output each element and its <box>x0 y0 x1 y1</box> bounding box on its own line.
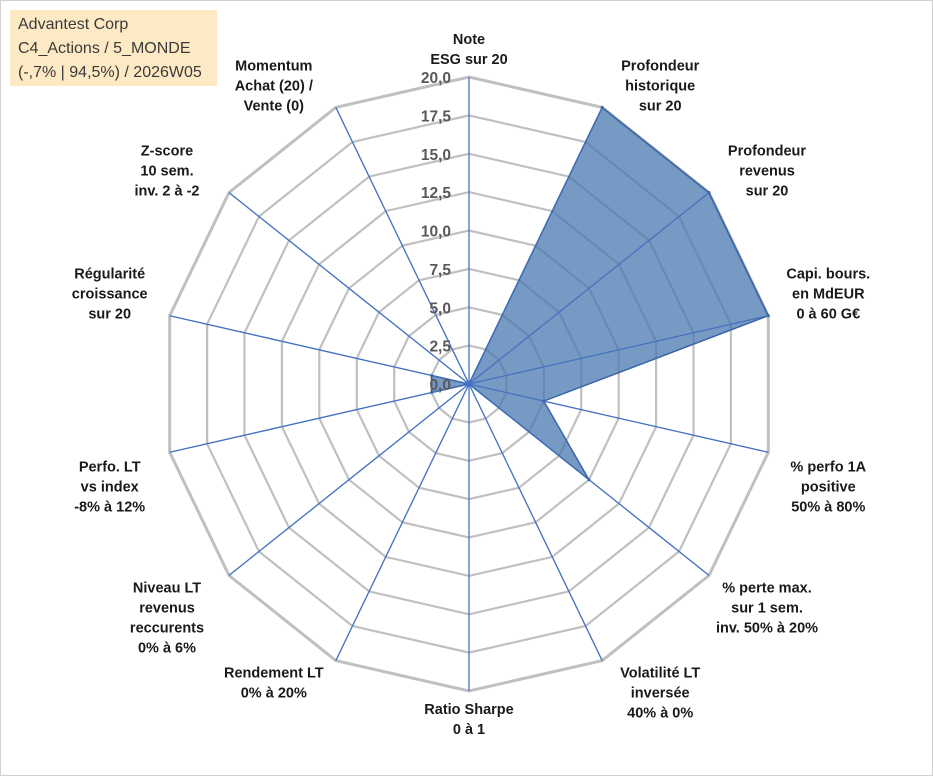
tick-label: 5,0 <box>429 300 451 317</box>
axis-label-line: 0 à 60 G€ <box>796 307 860 323</box>
axis-label: % perfo 1A positive 50% à 80% <box>790 459 866 515</box>
axis-label: Momentum Achat (20) / Vente (0) <box>235 58 313 114</box>
axis-label-line: inversée <box>631 686 690 702</box>
axis-spoke-overlay <box>228 192 470 385</box>
title-company: Advantest Corp <box>18 16 129 33</box>
tick-label: 12,5 <box>421 185 452 202</box>
axis-label-line: Ratio Sharpe <box>424 702 513 718</box>
axis-label-line: 50% à 80% <box>791 499 865 515</box>
axis-label-line: revenus <box>739 164 795 180</box>
axis-label-line: reccurents <box>130 620 204 636</box>
axis-label: Capi. bours. en MdEUR 0 à 60 G€ <box>786 267 870 323</box>
axis-spoke-overlay <box>468 383 769 453</box>
axis-label-line: 40% à 0% <box>627 706 693 722</box>
axis-label-line: Capi. bours. <box>786 267 870 283</box>
title-stats: (-,7% | 94,5%) / 2026W05 <box>18 64 202 81</box>
axis-label-line: Vente (0) <box>244 98 305 114</box>
axis-spoke-overlay <box>468 383 710 576</box>
axis-label: % perte max. sur 1 sem. inv. 50% à 20% <box>716 580 818 636</box>
axis-label: Profondeur historique sur 20 <box>621 58 699 114</box>
axis-spoke-overlay <box>228 383 470 576</box>
axis-spoke-overlay <box>468 107 603 385</box>
axis-label-line: % perte max. <box>722 580 811 596</box>
axis-label-line: Z-score <box>141 144 193 160</box>
axis-label-line: croissance <box>72 287 148 303</box>
tick-label: 10,0 <box>421 224 451 241</box>
axis-label-line: Achat (20) / <box>235 78 313 94</box>
axis-label-line: en MdEUR <box>792 287 865 303</box>
axis-label-line: Profondeur <box>621 58 699 74</box>
axis-label-line: sur 20 <box>746 184 789 200</box>
axis-label: Ratio Sharpe 0 à 1 <box>424 702 513 738</box>
axis-label-line: Rendement LT <box>224 666 324 682</box>
axis-spoke-overlay <box>468 383 603 661</box>
axis-spoke-overlay <box>335 107 470 385</box>
axis-label-line: historique <box>625 78 695 94</box>
series-area <box>430 106 770 481</box>
axis-label-line: inv. 50% à 20% <box>716 620 818 636</box>
axis-label-line: Régularité <box>74 267 145 283</box>
axis-label-line: revenus <box>139 600 195 616</box>
axis-label: Profondeur revenus sur 20 <box>728 144 806 200</box>
tick-label: 2,5 <box>429 339 451 356</box>
tick-label: 15,0 <box>421 147 451 164</box>
axis-label-line: 10 sem. <box>140 164 193 180</box>
axis-label-line: Profondeur <box>728 144 806 160</box>
axis-label-line: positive <box>801 479 856 495</box>
axis-label-line: sur 20 <box>639 98 682 114</box>
axis-label: Niveau LT revenus reccurents 0% à 6% <box>130 580 204 656</box>
axis-label: Z-score 10 sem. inv. 2 à -2 <box>134 144 199 200</box>
axis-label-line: 0% à 20% <box>241 686 307 702</box>
tick-label: 20,0 <box>421 70 451 87</box>
axis-label-line: sur 20 <box>88 307 131 323</box>
axis-spoke-overlay <box>335 383 470 661</box>
axis-label: Rendement LT 0% à 20% <box>224 666 324 702</box>
axis-label-line: vs index <box>81 479 139 495</box>
axis-label-line: -8% à 12% <box>74 499 145 515</box>
tick-label: 0,0 <box>429 377 451 394</box>
chart-title-box: Advantest Corp C4_Actions / 5_MONDE (-,7… <box>10 10 217 86</box>
axis-label: Régularité croissance sur 20 <box>72 267 148 323</box>
axis-label: Note ESG sur 20 <box>430 32 507 68</box>
axis-label-line: ESG sur 20 <box>430 52 507 68</box>
title-category: C4_Actions / 5_MONDE <box>18 40 191 57</box>
axis-label-line: % perfo 1A <box>790 459 866 475</box>
axis-label: Volatilité LT inversée 40% à 0% <box>620 666 700 722</box>
axis-label-line: inv. 2 à -2 <box>134 184 199 200</box>
axis-label-line: sur 1 sem. <box>731 600 803 616</box>
axis-label-line: 0% à 6% <box>138 640 196 656</box>
axis-spoke-overlay <box>468 315 769 385</box>
tick-label: 7,5 <box>429 262 451 279</box>
axis-label-line: Perfo. LT <box>79 459 141 475</box>
axis-spoke-overlay <box>169 315 470 385</box>
tick-label: 17,5 <box>421 108 452 125</box>
axis-label-line: Niveau LT <box>133 580 201 596</box>
axis-spoke-overlay <box>468 192 710 385</box>
axis-label: Perfo. LT vs index -8% à 12% <box>74 459 145 515</box>
axis-label-line: Momentum <box>235 58 312 74</box>
axis-spoke-overlay <box>169 383 470 453</box>
axis-label-line: 0 à 1 <box>453 722 485 738</box>
axis-label-line: Note <box>453 32 485 48</box>
axis-label-line: Volatilité LT <box>620 666 700 682</box>
